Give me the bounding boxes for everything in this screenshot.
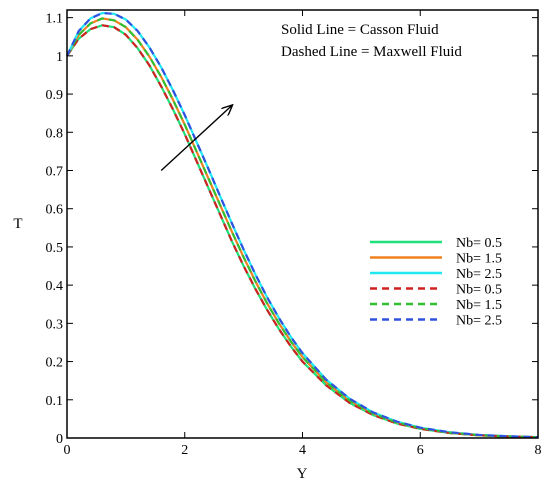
y-tick-label: 0.8 (46, 126, 64, 141)
trend-arrow (160, 106, 232, 172)
legend-label: Nb= 2.5 (456, 314, 502, 329)
y-tick-label: 1.1 (46, 12, 64, 27)
series-line-solid-0 (66, 24, 539, 439)
x-tick-label: 2 (181, 443, 188, 458)
y-tick-label: 1 (56, 50, 63, 65)
y-tick-label: 0.1 (46, 394, 64, 409)
x-tick-label: 4 (299, 443, 306, 458)
series-line-dashed-0 (66, 24, 539, 439)
x-tick-label: 8 (535, 443, 542, 458)
legend: Nb= 0.5Nb= 1.5Nb= 2.5Nb= 0.5Nb= 1.5Nb= 2… (370, 236, 502, 329)
series-line-dashed-1 (66, 17, 539, 439)
y-axis-label: T (13, 216, 22, 232)
y-tick-label: 0.3 (46, 317, 64, 332)
y-tick-label: 0.2 (46, 356, 64, 371)
x-axis-label: Y (297, 466, 308, 482)
legend-label: Nb= 0.5 (456, 236, 502, 251)
legend-label: Nb= 1.5 (456, 298, 502, 313)
y-tick-label: 0.7 (46, 165, 64, 180)
series-line-solid-1 (66, 17, 539, 439)
plot-frame (66, 9, 539, 439)
ticks-layer: 0 2 4 6 8 0 0.1 0.2 0.3 0.4 0.5 0.6 0.7 0.8 0.9 1 1.1 (46, 10, 542, 458)
y-tick-label: 0 (56, 432, 63, 447)
y-tick-label: 0.4 (46, 279, 64, 294)
x-tick-label: 6 (417, 443, 424, 458)
legend-label: Nb= 0.5 (456, 283, 502, 298)
annotation-solid-line: Solid Line = Casson Fluid (281, 22, 439, 38)
y-tick-label: 0.5 (46, 241, 64, 256)
series-layer (66, 11, 539, 439)
series-line-solid-2 (66, 11, 539, 439)
annotation-dashed-line: Dashed Line = Maxwell Fluid (281, 44, 462, 60)
series-line-dashed-2 (66, 11, 539, 439)
legend-label: Nb= 2.5 (456, 267, 502, 282)
legend-label: Nb= 1.5 (456, 252, 502, 267)
x-tick-label: 0 (64, 443, 71, 458)
y-tick-label: 0.9 (46, 88, 64, 103)
y-tick-label: 0.6 (46, 203, 64, 218)
